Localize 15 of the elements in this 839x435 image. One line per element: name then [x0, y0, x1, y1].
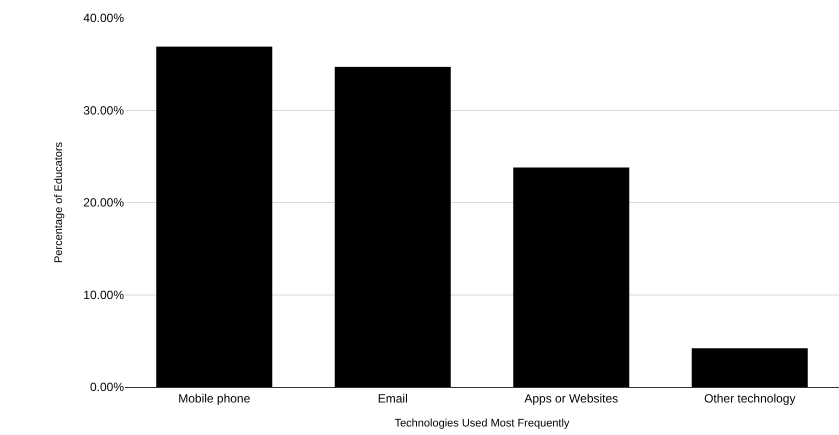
bar [156, 46, 272, 387]
x-axis-title: Technologies Used Most Frequently [394, 418, 570, 430]
bar [513, 167, 630, 387]
y-tick-label: 30.00% [83, 103, 124, 118]
x-tick-label: Email [378, 391, 408, 406]
y-tick-label: 0.00% [90, 380, 124, 394]
x-tick-label: Apps or Websites [524, 391, 618, 406]
bar [334, 66, 451, 387]
y-axis-title: Percentage of Educators [52, 141, 65, 264]
y-tick-label: 20.00% [83, 196, 124, 210]
y-tick-label: 40.00% [83, 11, 124, 26]
x-tick-label: Mobile phone [178, 391, 251, 406]
x-tick-label: Other technology [704, 391, 796, 406]
bar [692, 348, 808, 387]
y-tick-label: 10.00% [83, 288, 124, 302]
